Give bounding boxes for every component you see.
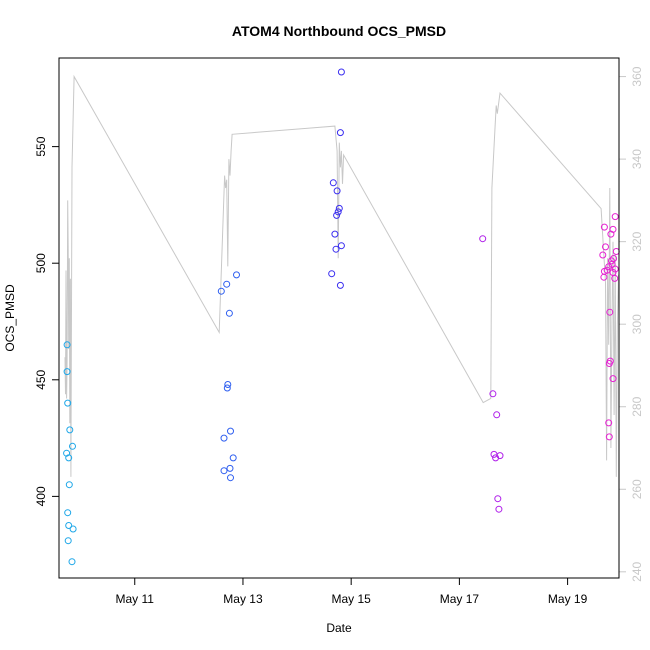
data-point	[600, 223, 608, 231]
y2-tick-label: 300	[630, 314, 644, 334]
data-point	[606, 308, 614, 316]
chart-title: ATOM4 Northbound OCS_PMSD	[232, 23, 446, 39]
data-point	[609, 375, 617, 383]
data-point	[493, 411, 501, 419]
y-tick-label: 450	[34, 369, 48, 389]
data-point	[337, 242, 345, 250]
data-point	[336, 129, 344, 137]
secondary-series-line	[64, 74, 619, 477]
data-point	[329, 179, 337, 187]
data-point	[220, 467, 228, 475]
y-axis-label: OCS_PMSD	[3, 284, 17, 352]
data-point	[64, 399, 72, 407]
y2-tick-label: 340	[630, 149, 644, 169]
y-tick-label: 500	[34, 253, 48, 273]
data-point	[220, 434, 228, 442]
data-point	[334, 208, 342, 216]
data-point	[223, 280, 231, 288]
data-point	[226, 464, 234, 472]
data-point	[224, 381, 232, 388]
data-point	[328, 270, 336, 278]
secondary-line-layer	[64, 74, 619, 477]
x-tick-label: May 11	[116, 592, 155, 606]
scatter-points-layer	[63, 68, 620, 566]
plot-frame	[58, 57, 620, 579]
data-point	[63, 368, 71, 376]
data-point	[66, 426, 74, 434]
x-tick-label: May 19	[548, 592, 588, 606]
data-point	[331, 230, 339, 238]
x-tick-label: May 15	[331, 592, 371, 606]
data-point	[336, 281, 344, 289]
data-point	[489, 390, 497, 398]
data-point	[69, 442, 76, 450]
data-point	[611, 213, 619, 221]
data-point	[605, 419, 613, 427]
y-tick-label: 550	[34, 136, 48, 156]
data-point	[335, 204, 343, 212]
y-tick-label: 400	[34, 486, 48, 506]
data-point	[600, 273, 608, 281]
data-point	[223, 384, 231, 392]
data-point	[492, 454, 500, 462]
data-point	[68, 558, 76, 566]
data-point	[333, 211, 341, 219]
data-point	[611, 274, 619, 282]
data-point	[612, 248, 620, 255]
data-point	[607, 257, 615, 265]
data-point	[64, 537, 72, 545]
data-point	[65, 522, 73, 529]
data-point	[605, 263, 613, 271]
data-point	[63, 341, 71, 349]
data-point	[607, 230, 615, 238]
data-point	[337, 68, 345, 76]
x-tick-label: May 17	[440, 592, 480, 606]
data-point	[602, 243, 609, 251]
data-point	[495, 505, 503, 513]
data-point	[65, 481, 73, 489]
x-tick-label: May 13	[223, 592, 263, 606]
y2-tick-label: 260	[630, 479, 644, 499]
data-point	[69, 525, 77, 533]
data-point	[217, 287, 225, 295]
data-point	[65, 454, 73, 462]
data-point	[479, 235, 487, 243]
data-point	[605, 433, 613, 441]
x-axis-label: Date	[326, 621, 352, 635]
data-point	[229, 454, 237, 462]
data-point	[332, 245, 340, 253]
data-point	[225, 309, 233, 317]
data-point	[611, 265, 619, 273]
y2-tick-label: 240	[630, 561, 644, 581]
data-point	[605, 360, 613, 367]
data-point	[64, 509, 72, 517]
y2-tick-label: 280	[630, 396, 644, 416]
data-point	[494, 495, 502, 503]
data-point	[490, 450, 498, 458]
y2-tick-label: 320	[630, 231, 644, 251]
data-point	[227, 474, 234, 482]
data-point	[599, 251, 607, 259]
data-point	[333, 187, 341, 195]
data-point	[227, 427, 234, 435]
y2-tick-label: 360	[630, 66, 644, 86]
data-point	[233, 271, 240, 279]
